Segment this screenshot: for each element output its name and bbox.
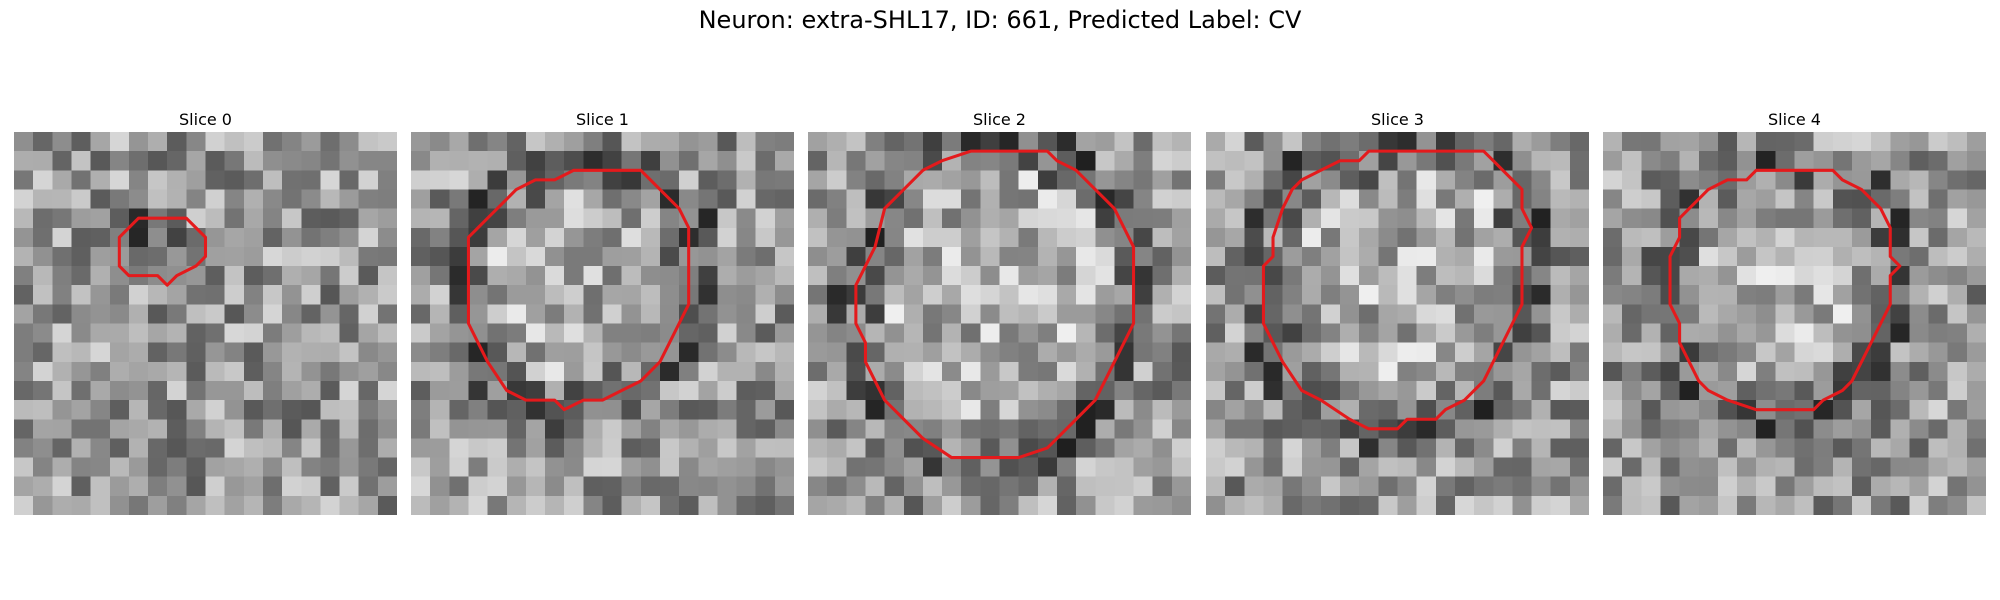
roi-contour xyxy=(1668,168,1902,412)
slice-image xyxy=(1206,132,1589,515)
slice-pixels xyxy=(1603,132,1986,515)
slice-image xyxy=(14,132,397,515)
slice-title: Slice 3 xyxy=(1371,110,1424,129)
slice-image xyxy=(411,132,794,515)
slice-panel-0: Slice 0 xyxy=(14,108,397,515)
figure-title: Neuron: extra-SHL17, ID: 661, Predicted … xyxy=(698,6,1302,34)
roi-contour xyxy=(117,216,208,287)
roi-contour xyxy=(854,149,1136,460)
slice-panel-2: Slice 2 xyxy=(808,108,1191,515)
slice-image xyxy=(1603,132,1986,515)
slice-title: Slice 2 xyxy=(973,110,1026,129)
slice-panel-1: Slice 1 xyxy=(411,108,794,515)
slice-pixels xyxy=(1206,132,1589,515)
roi-contour xyxy=(466,168,691,412)
slice-image xyxy=(808,132,1191,515)
slice-title: Slice 1 xyxy=(576,110,629,129)
slice-title: Slice 0 xyxy=(179,110,232,129)
slice-pixels xyxy=(14,132,397,515)
slice-panel-4: Slice 4 xyxy=(1603,108,1986,515)
roi-contour xyxy=(1261,149,1534,431)
slice-pixels xyxy=(808,132,1191,515)
slice-panel-3: Slice 3 xyxy=(1206,108,1589,515)
slice-title: Slice 4 xyxy=(1768,110,1821,129)
